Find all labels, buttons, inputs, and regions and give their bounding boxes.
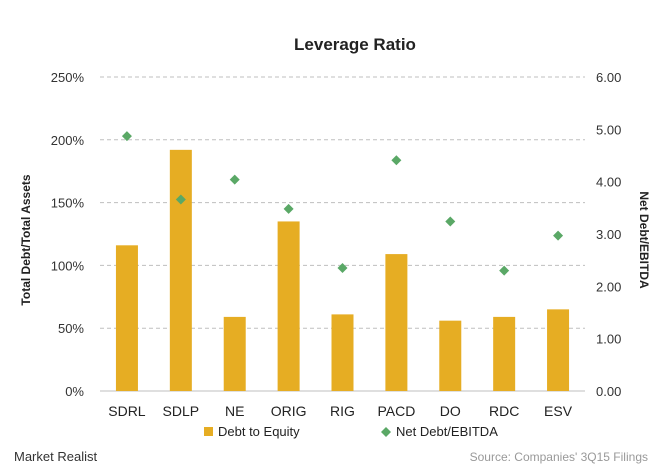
point-sdrl (121, 131, 132, 142)
left-tick-label: 100% (51, 258, 85, 273)
right-tick-label: 2.00 (596, 279, 621, 294)
category-label: RIG (330, 403, 355, 419)
bar-esv (547, 309, 570, 391)
category-label: DO (440, 403, 461, 419)
category-label: ORIG (271, 403, 307, 419)
left-tick-label: 50% (58, 321, 84, 336)
point-sdlp (175, 194, 186, 205)
brand-logo: Market Realist (14, 449, 97, 464)
left-tick-label: 250% (51, 70, 85, 85)
legend-swatch-debt-to-equity (204, 427, 213, 436)
bar-sdrl (115, 245, 138, 391)
legend: Debt to Equity Net Debt/EBITDA (204, 424, 498, 439)
left-tick-label: 150% (51, 196, 85, 211)
category-label: ESV (544, 403, 573, 419)
left-axis-label: Total Debt/Total Assets (19, 174, 33, 305)
footer: Market Realist Source: Companies' 3Q15 F… (14, 449, 648, 464)
point-esv (553, 230, 564, 241)
chart-title: Leverage Ratio (294, 35, 416, 54)
right-tick-label: 6.00 (596, 70, 621, 85)
category-labels: SDRL SDLP NE ORIG RIG PACD DO RDC ESV (108, 403, 572, 419)
point-do (445, 216, 456, 227)
right-tick-label: 0.00 (596, 384, 621, 399)
scatter-series (121, 131, 564, 276)
category-label: SDRL (108, 403, 146, 419)
right-tick-label: 3.00 (596, 227, 621, 242)
bar-rdc (493, 316, 516, 391)
point-ne (229, 174, 240, 185)
point-pacd (391, 155, 402, 166)
category-label: PACD (377, 403, 415, 419)
bar-pacd (385, 254, 408, 391)
left-axis-ticks: 0% 50% 100% 150% 200% 250% (51, 70, 85, 399)
category-label: SDLP (163, 403, 200, 419)
point-orig (283, 203, 294, 214)
right-axis-label: Net Debt/EBITDA (637, 191, 651, 289)
bar-rig (331, 314, 354, 391)
bar-orig (277, 221, 300, 391)
legend-label-debt-to-equity: Debt to Equity (218, 424, 300, 439)
legend-label-net-debt-ebitda: Net Debt/EBITDA (396, 424, 498, 439)
category-label: RDC (489, 403, 519, 419)
right-axis-ticks: 0.00 1.00 2.00 3.00 4.00 5.00 6.00 (596, 70, 621, 399)
right-tick-label: 4.00 (596, 175, 621, 190)
left-tick-label: 200% (51, 133, 85, 148)
bar-series (115, 149, 570, 391)
category-label: NE (225, 403, 244, 419)
source-note: Source: Companies' 3Q15 Filings (470, 450, 648, 464)
left-tick-label: 0% (65, 384, 84, 399)
bar-sdlp (169, 149, 192, 391)
bar-ne (223, 316, 246, 391)
right-tick-label: 5.00 (596, 122, 621, 137)
point-rig (337, 263, 348, 274)
bar-do (439, 320, 462, 391)
right-tick-label: 1.00 (596, 332, 621, 347)
point-rdc (499, 265, 510, 276)
legend-swatch-net-debt-ebitda (381, 427, 391, 437)
